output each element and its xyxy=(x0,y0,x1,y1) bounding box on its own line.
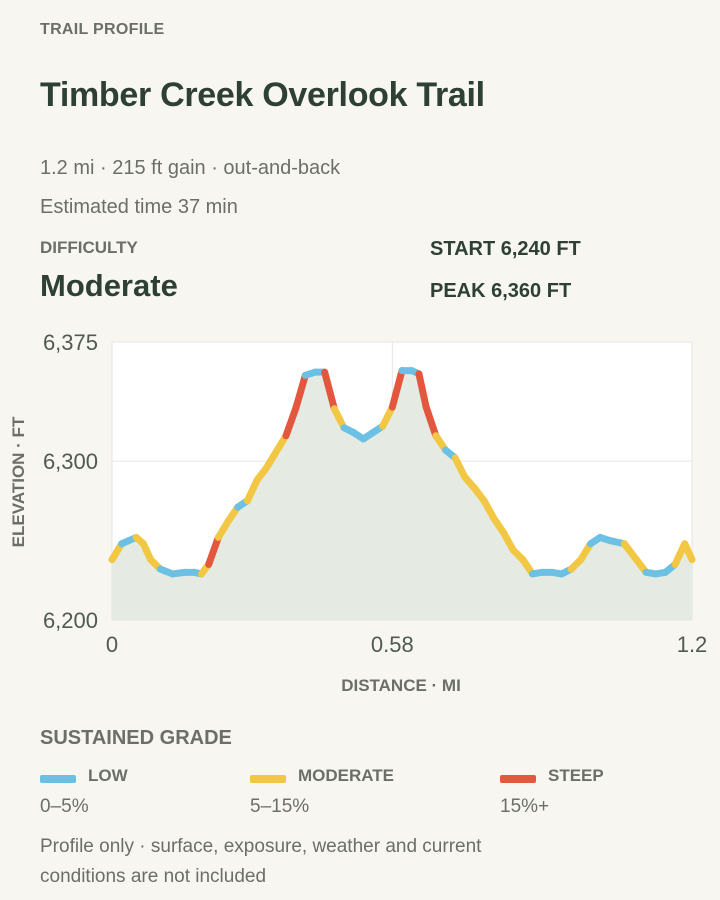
difficulty-value: Moderate xyxy=(40,268,178,303)
elevation-chart: 6,200 6,300 6,375 0 0.58 1.2 DISTANCE · MI ELEV… xyxy=(9,330,708,695)
elevation-segment xyxy=(205,533,222,568)
legend-name-low: LOW xyxy=(88,766,128,785)
legend-range-moderate: 5–15% xyxy=(250,796,310,817)
page-title: Timber Creek Overlook Trail xyxy=(40,76,485,114)
elevation-segment xyxy=(243,476,261,505)
legend-name-moderate: MODERATE xyxy=(298,766,395,785)
elevation-segment xyxy=(379,403,396,430)
eyebrow-label: TRAIL PROFILE xyxy=(40,21,165,38)
elevation-segment xyxy=(415,370,430,411)
footnote: Profile only · surface, exposure, weathe… xyxy=(40,836,482,887)
legend-range-steep: 15%+ xyxy=(500,796,550,817)
y-tick-label: 6,375 xyxy=(43,330,98,355)
elevation-area xyxy=(112,370,692,620)
x-tick-label: 1.2 xyxy=(677,632,708,657)
start-elevation: START 6,240 FT xyxy=(430,238,581,260)
estimated-time: Estimated time 37 min xyxy=(40,196,238,218)
grade-legend-title: SUSTAINED GRADE xyxy=(40,727,232,749)
legend-name-steep: STEEP xyxy=(548,766,604,785)
elevation-segment xyxy=(422,403,440,440)
elevation-segment xyxy=(321,368,338,413)
legend-item-steep: STEEP 15%+ xyxy=(500,766,700,826)
elevation-segment xyxy=(451,454,469,481)
x-tick-label: 0 xyxy=(106,632,118,657)
low-swatch xyxy=(40,775,76,783)
legend-item-low: LOW 0–5% xyxy=(40,766,240,826)
trail-summary: 1.2 mi · 215 ft gain · out-and-back xyxy=(40,157,341,179)
y-axis-title: ELEVATION · FT xyxy=(9,416,28,547)
steep-swatch xyxy=(500,775,536,783)
legend-range-low: 0–5% xyxy=(40,796,89,817)
elevation-segment xyxy=(292,371,309,413)
moderate-swatch xyxy=(250,775,286,783)
legend-item-moderate: MODERATE 5–15% xyxy=(250,766,450,826)
y-tick-label: 6,200 xyxy=(43,608,98,633)
elevation-segment xyxy=(388,367,406,411)
y-tick-label: 6,300 xyxy=(43,449,98,474)
difficulty-label: DIFFICULTY xyxy=(40,238,138,257)
peak-elevation: PEAK 6,360 FT xyxy=(430,280,572,302)
x-axis-title: DISTANCE · MI xyxy=(341,676,461,695)
elevation-segment xyxy=(282,405,300,440)
elevation-segment xyxy=(330,405,348,432)
elevation-segment xyxy=(681,540,696,564)
x-tick-label: 0.58 xyxy=(371,632,414,657)
